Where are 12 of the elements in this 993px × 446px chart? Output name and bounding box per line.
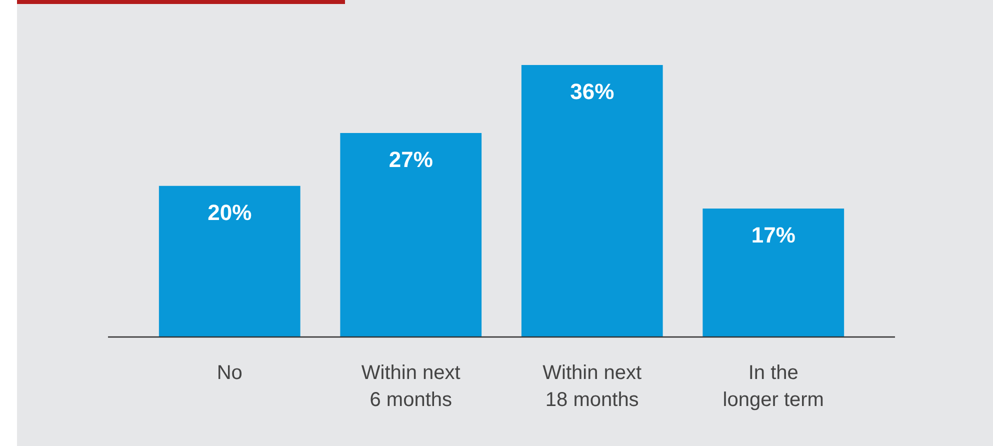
x-tick-label: In the longer term (722, 362, 824, 411)
bar (158, 186, 300, 337)
bar (702, 208, 844, 337)
data-label: 27% (388, 147, 433, 172)
bar (521, 65, 663, 337)
data-label: 17% (751, 222, 796, 248)
bar (340, 133, 482, 337)
data-label: 36% (570, 79, 614, 104)
x-tick-label: Within next 18 months (542, 362, 642, 411)
x-tick-label: Within next 6 months (361, 362, 461, 411)
data-label: 20% (208, 200, 252, 225)
x-tick-label: No (216, 362, 242, 384)
